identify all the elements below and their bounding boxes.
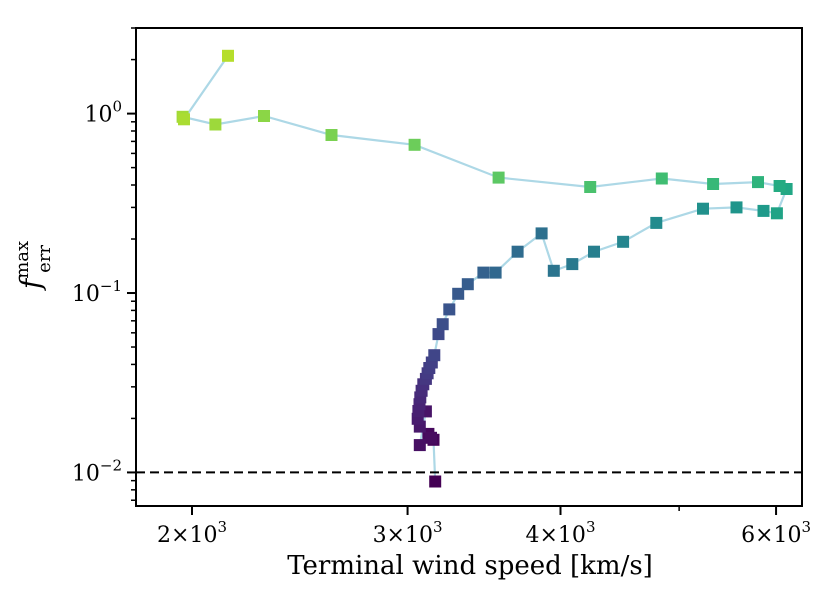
x-axis: 2×103 3×103 4×103 6×103 — [157, 506, 811, 548]
data-point-19 — [436, 318, 449, 331]
data-point-0 — [429, 475, 442, 488]
data-point-42 — [492, 171, 505, 184]
data-point-39 — [707, 178, 720, 190]
data-point-35 — [770, 207, 783, 220]
data-point-38 — [752, 176, 764, 189]
plot-area — [136, 49, 802, 488]
data-point-34 — [757, 204, 770, 217]
data-point-44 — [325, 129, 338, 141]
data-point-24 — [489, 266, 502, 279]
data-point-26 — [535, 227, 548, 240]
data-point-17 — [428, 349, 441, 362]
data-point-25 — [511, 245, 524, 258]
data-point-27 — [547, 264, 560, 277]
data-point-43 — [408, 138, 421, 151]
x-tick-label-3: 6×103 — [741, 518, 811, 548]
data-point-18 — [432, 328, 445, 341]
data-point-21 — [452, 287, 465, 300]
data-point-3 — [425, 431, 437, 444]
y-axis-title-subscript: err — [34, 245, 55, 273]
x-tick-label-2: 4×103 — [526, 518, 596, 548]
data-point-31 — [650, 216, 663, 229]
y-tick-label-2: 10−2 — [72, 456, 122, 486]
data-point-28 — [566, 258, 579, 271]
y-axis-title: fmaxerr — [12, 241, 55, 291]
y-tick-label-0: 100 — [84, 98, 122, 128]
data-point-40 — [655, 172, 668, 185]
y-axis-title-superscript: max — [12, 241, 33, 279]
data-point-49 — [222, 49, 234, 62]
data-point-48 — [178, 113, 190, 126]
marker-layer — [176, 49, 793, 488]
data-point-46 — [209, 118, 222, 131]
data-point-23 — [477, 266, 490, 279]
y-tick-label-1: 10−1 — [72, 277, 122, 307]
x-tick-label-1: 3×103 — [373, 518, 443, 548]
data-point-33 — [730, 201, 743, 214]
data-point-37 — [773, 180, 786, 192]
data-point-4 — [413, 439, 426, 452]
data-point-32 — [697, 202, 709, 215]
data-point-22 — [461, 278, 474, 291]
x-tick-label-0: 2×103 — [157, 518, 227, 548]
data-point-45 — [258, 110, 270, 122]
x-axis-title: Terminal wind speed [km/s] — [287, 551, 653, 581]
data-point-29 — [588, 245, 600, 258]
data-point-30 — [617, 235, 630, 248]
data-point-41 — [584, 181, 597, 193]
data-point-20 — [443, 303, 456, 316]
y-axis: 100 10−1 10−2 — [72, 27, 136, 501]
plot-frame — [135, 27, 803, 507]
